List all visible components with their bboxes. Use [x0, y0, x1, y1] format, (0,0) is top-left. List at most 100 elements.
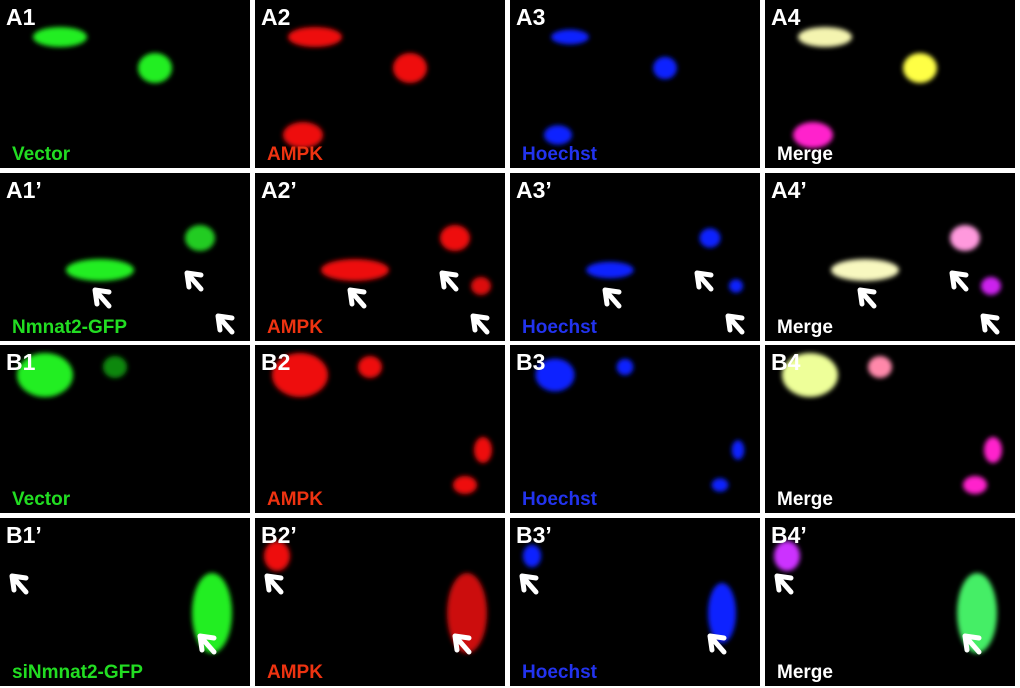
cell: [192, 573, 232, 653]
cell: [321, 259, 389, 281]
panel-label: A3’: [516, 177, 552, 203]
cell: [903, 53, 937, 83]
panel-background: [0, 173, 250, 341]
cell: [535, 358, 575, 392]
cell: [272, 353, 328, 397]
panel-label: B1: [6, 349, 36, 375]
cell: [708, 583, 736, 643]
panel-caption: Nmnat2-GFP: [12, 317, 127, 338]
panel: A1’ Nmnat2-GFP: [0, 173, 250, 341]
panel-caption: Hoechst: [522, 144, 598, 165]
cell: [544, 125, 572, 145]
panel-label: B1’: [6, 522, 42, 548]
cell: [103, 356, 127, 378]
panel: B2’ AMPK: [255, 518, 505, 686]
arrow: [439, 270, 459, 292]
panel-caption: Merge: [777, 662, 833, 683]
cell: [653, 56, 677, 80]
panel-label: A2’: [261, 177, 297, 203]
panel-label: A1’: [6, 177, 42, 203]
panel-caption: AMPK: [267, 317, 323, 338]
panel-caption: Merge: [777, 144, 833, 165]
panel-caption: siNmnat2-GFP: [12, 662, 143, 683]
cell: [868, 356, 892, 378]
cell: [957, 573, 997, 653]
cell: [474, 437, 492, 463]
cell: [731, 440, 745, 460]
panel: A4’ Merge: [765, 173, 1015, 341]
panel-caption: Merge: [777, 489, 833, 510]
cell: [393, 53, 427, 83]
arrow: [92, 287, 112, 309]
panel: B1’ siNmnat2-GFP: [0, 518, 250, 686]
panel-background: [0, 0, 250, 168]
cell: [264, 541, 290, 571]
panel-caption: AMPK: [267, 144, 323, 165]
arrow: [949, 270, 969, 292]
cell: [358, 356, 382, 378]
arrow: [184, 270, 204, 292]
arrow: [694, 270, 714, 292]
cell: [798, 27, 852, 47]
arrow: [962, 633, 982, 655]
panel: B1 Vector: [0, 345, 250, 513]
cell: [981, 277, 1001, 295]
panel-label: B3’: [516, 522, 552, 548]
cell: [793, 122, 833, 148]
arrow: [519, 573, 539, 595]
cell: [950, 225, 980, 251]
cell: [782, 353, 838, 397]
panel-label: A4: [771, 4, 801, 30]
panel-caption: Hoechst: [522, 662, 598, 683]
cell: [551, 29, 589, 45]
cell: [33, 27, 87, 47]
cell: [963, 476, 987, 494]
cell: [774, 541, 800, 571]
panel-label: A4’: [771, 177, 807, 203]
panel-caption: AMPK: [267, 662, 323, 683]
cell: [440, 225, 470, 251]
panel: B3 Hoechst: [510, 345, 760, 513]
arrow: [857, 287, 877, 309]
arrow: [347, 287, 367, 309]
cell: [453, 476, 477, 494]
panel-label: A1: [6, 4, 36, 30]
panel-background: [765, 173, 1015, 341]
cell: [447, 573, 487, 653]
panel-caption: Hoechst: [522, 489, 598, 510]
panel-label: B2’: [261, 522, 297, 548]
panel: A1 Vector: [0, 0, 250, 168]
cell: [984, 437, 1002, 463]
arrow: [725, 313, 745, 335]
cell: [522, 544, 542, 568]
panel-background: [255, 173, 505, 341]
panel: B4 Merge: [765, 345, 1015, 513]
cell: [711, 478, 729, 492]
arrow: [707, 633, 727, 655]
panel: B3’ Hoechst: [510, 518, 760, 686]
arrow: [9, 573, 29, 595]
panel: B4’ Merge: [765, 518, 1015, 686]
cell: [138, 53, 172, 83]
cell: [288, 27, 342, 47]
panel: A3 Hoechst: [510, 0, 760, 168]
panel-caption: AMPK: [267, 489, 323, 510]
cell: [831, 259, 899, 281]
panel-background: [510, 173, 760, 341]
panel: B2 AMPK: [255, 345, 505, 513]
panel: A3’ Hoechst: [510, 173, 760, 341]
panel-label: A3: [516, 4, 545, 30]
panel-caption: Hoechst: [522, 317, 598, 338]
cell: [586, 261, 634, 279]
arrow: [215, 313, 235, 335]
panel-caption: Merge: [777, 317, 833, 338]
panel-label: B4: [771, 349, 801, 375]
cell: [699, 228, 721, 248]
panel: A2 AMPK: [255, 0, 505, 168]
cell: [471, 277, 491, 295]
panel-label: B3: [516, 349, 545, 375]
cell: [729, 279, 743, 293]
arrow: [452, 633, 472, 655]
cell: [185, 225, 215, 251]
cell: [17, 353, 73, 397]
